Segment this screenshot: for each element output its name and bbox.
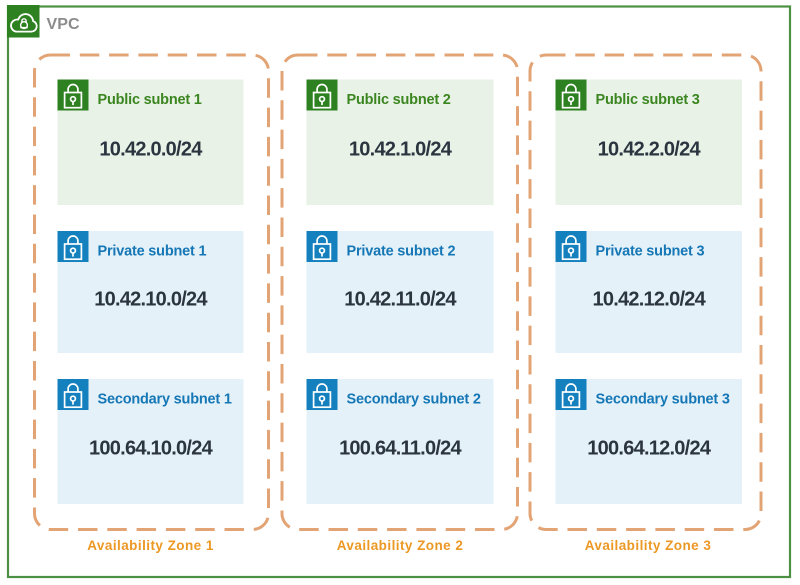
- svg-text:Public subnet 3: Public subnet 3: [596, 92, 700, 108]
- svg-text:Secondary subnet 1: Secondary subnet 1: [98, 392, 232, 408]
- svg-text:10.42.0.0/24: 10.42.0.0/24: [99, 139, 203, 161]
- svg-text:100.64.10.0/24: 100.64.10.0/24: [89, 438, 214, 460]
- svg-text:10.42.1.0/24: 10.42.1.0/24: [349, 139, 453, 161]
- svg-text:Private subnet 2: Private subnet 2: [347, 244, 456, 260]
- svg-text:Availability Zone 2: Availability Zone 2: [337, 538, 464, 553]
- svg-text:10.42.12.0/24: 10.42.12.0/24: [592, 289, 706, 311]
- svg-text:100.64.12.0/24: 100.64.12.0/24: [587, 438, 712, 460]
- svg-text:Private subnet 1: Private subnet 1: [98, 244, 207, 260]
- svg-text:10.42.11.0/24: 10.42.11.0/24: [344, 289, 457, 311]
- svg-text:Availability Zone 3: Availability Zone 3: [585, 538, 712, 553]
- svg-text:Secondary subnet 3: Secondary subnet 3: [596, 392, 730, 408]
- svg-text:100.64.11.0/24: 100.64.11.0/24: [339, 438, 462, 460]
- svg-text:Public subnet 2: Public subnet 2: [347, 92, 451, 108]
- svg-text:Private subnet 3: Private subnet 3: [596, 244, 705, 260]
- svg-text:Secondary subnet 2: Secondary subnet 2: [347, 392, 481, 408]
- svg-text:Availability Zone 1: Availability Zone 1: [87, 538, 214, 553]
- svg-text:10.42.2.0/24: 10.42.2.0/24: [598, 139, 702, 161]
- svg-text:VPC: VPC: [47, 16, 81, 33]
- svg-text:Public subnet 1: Public subnet 1: [98, 92, 202, 108]
- svg-text:10.42.10.0/24: 10.42.10.0/24: [94, 289, 208, 311]
